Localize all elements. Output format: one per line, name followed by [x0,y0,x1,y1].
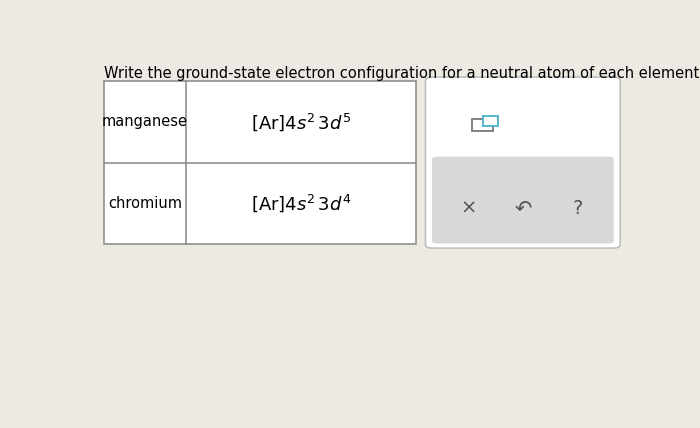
FancyBboxPatch shape [483,116,498,126]
FancyBboxPatch shape [426,77,620,248]
Text: manganese: manganese [102,114,188,129]
FancyBboxPatch shape [104,81,416,244]
FancyBboxPatch shape [472,119,493,131]
Text: $[\mathrm{Ar}]4s^2\,3d^5$: $[\mathrm{Ar}]4s^2\,3d^5$ [251,111,351,133]
Text: ×: × [460,199,477,218]
Text: Write the ground-state electron configuration for a neutral atom of each element: Write the ground-state electron configur… [104,66,700,81]
FancyBboxPatch shape [432,157,614,244]
Text: ?: ? [572,199,582,218]
Text: ↶: ↶ [514,198,531,218]
Text: chromium: chromium [108,196,182,211]
Text: $[\mathrm{Ar}]4s^2\,3d^4$: $[\mathrm{Ar}]4s^2\,3d^4$ [251,193,351,214]
